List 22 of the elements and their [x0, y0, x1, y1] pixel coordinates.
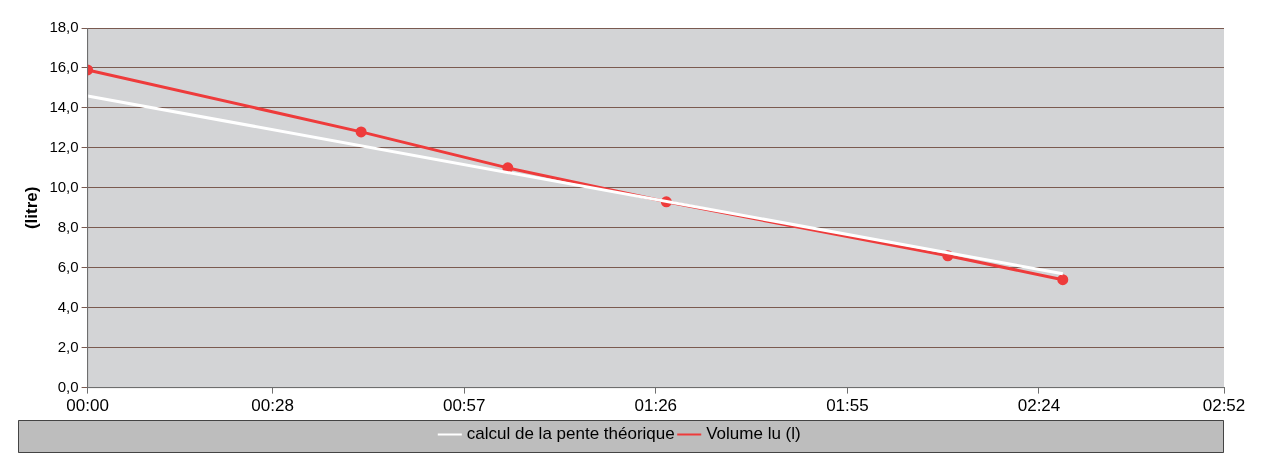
x-tick-label: 02:24 [1017, 396, 1061, 416]
point [355, 126, 367, 138]
x-tick-label: 01:55 [826, 396, 869, 416]
y-tick-label: 16,0 [49, 58, 79, 76]
y-tick-label: 8,0 [57, 217, 79, 235]
y-axis-title: (litre) [21, 186, 41, 230]
x-tick-label: 00:00 [66, 396, 109, 416]
legend-label: Volume lu (l) [706, 424, 801, 444]
y-tick-label: 0,0 [57, 377, 79, 395]
x-tick-label: 00:28 [251, 396, 294, 416]
y-tick-label: 18,0 [49, 18, 79, 36]
y-tick-label: 12,0 [49, 138, 79, 156]
point [1057, 274, 1069, 286]
y-tick-label: 14,0 [49, 98, 79, 116]
y-tick-label: 4,0 [57, 297, 79, 315]
y-tick-label: 2,0 [57, 337, 79, 355]
y-tick-label: 6,0 [57, 257, 79, 275]
x-tick-label: 01:26 [634, 396, 678, 416]
x-tick-label: 00:57 [442, 396, 486, 416]
y-tick-label: 10,0 [49, 177, 79, 195]
legend-label: calcul de la pente théorique [466, 424, 675, 444]
x-tick-label: 02:52 [1202, 396, 1246, 416]
